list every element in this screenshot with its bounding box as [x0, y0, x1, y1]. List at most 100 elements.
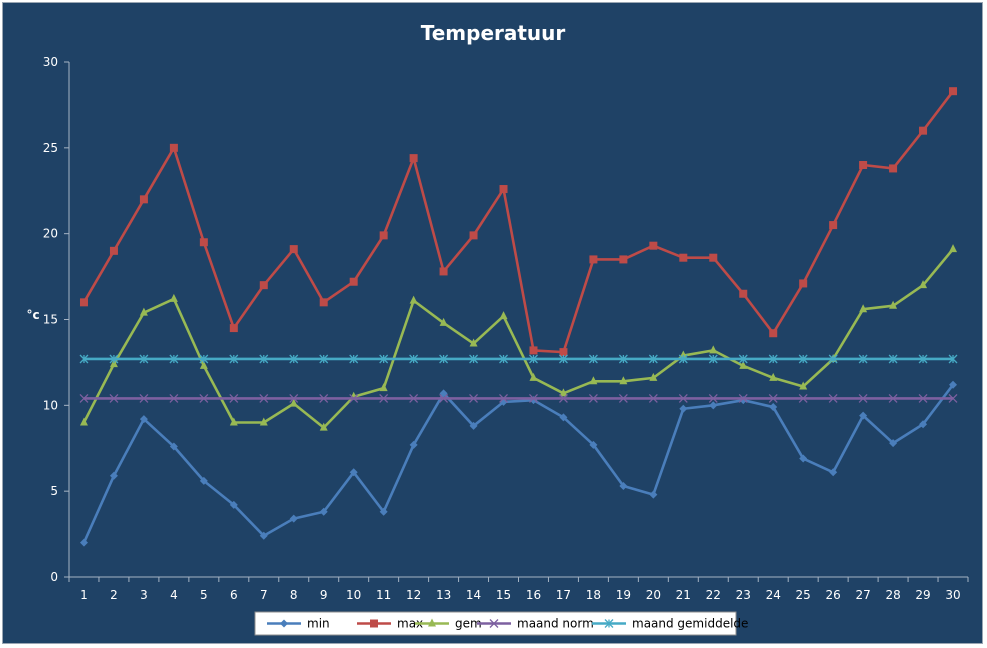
- series-layer: [79, 87, 958, 547]
- x-tick-label: 23: [736, 588, 751, 602]
- data-point-max: [919, 126, 928, 135]
- series-min: [79, 380, 958, 547]
- data-point-maand-norm: [708, 394, 718, 403]
- legend-entry-gem: gem: [415, 617, 482, 631]
- data-point-maand-norm: [439, 394, 449, 403]
- series-maand-norm: [79, 394, 958, 403]
- x-tick-label: 9: [320, 588, 328, 602]
- data-point-maand-gemiddelde: [319, 354, 329, 364]
- x-tick-label: 24: [766, 588, 781, 602]
- data-point-maand-gemiddelde: [499, 354, 508, 364]
- data-point-max: [229, 324, 238, 333]
- x-tick-label: 3: [140, 588, 148, 602]
- data-point-max: [589, 255, 598, 264]
- legend-label-maand-norm: maand norm: [517, 617, 594, 631]
- data-point-gem: [919, 280, 928, 289]
- legend: min max gem maand norm maand gemiddelde: [254, 611, 748, 636]
- data-point-gem: [139, 307, 148, 316]
- data-point-maand-norm: [858, 394, 868, 403]
- data-point-maand-norm: [888, 394, 898, 403]
- data-point-maand-gemiddelde: [409, 354, 419, 364]
- data-point-gem: [199, 360, 208, 369]
- y-tick-label: 20: [43, 227, 58, 241]
- data-point-min: [109, 471, 118, 480]
- y-tick-label: 10: [43, 398, 58, 412]
- data-point-maand-gemiddelde: [798, 354, 808, 364]
- data-point-maand-norm: [648, 394, 658, 403]
- data-point-max: [829, 221, 838, 230]
- x-tick-label: 7: [260, 588, 268, 602]
- legend-label-max: max: [397, 617, 423, 631]
- data-point-min: [829, 468, 838, 477]
- data-point-maand-norm: [289, 394, 299, 403]
- data-point-max: [409, 154, 418, 163]
- data-point-maand-gemiddelde: [169, 354, 179, 364]
- data-point-gem: [949, 244, 958, 253]
- data-point-max: [199, 238, 208, 247]
- data-point-maand-norm: [918, 394, 928, 403]
- data-point-max: [109, 246, 118, 255]
- x-tick-label: 10: [346, 588, 361, 602]
- data-point-maand-gemiddelde: [199, 354, 209, 364]
- data-point-min: [769, 403, 778, 412]
- data-point-min: [169, 442, 178, 451]
- data-point-maand-norm: [409, 394, 419, 403]
- data-point-gem: [259, 417, 268, 426]
- data-point-max: [649, 241, 658, 250]
- data-point-maand-gemiddelde: [379, 354, 389, 364]
- data-point-maand-gemiddelde: [529, 354, 538, 364]
- data-point-max: [709, 253, 718, 262]
- data-point-min: [889, 439, 898, 448]
- data-point-max: [79, 298, 88, 307]
- data-point-min: [589, 440, 598, 449]
- data-point-maand-norm: [588, 394, 598, 403]
- data-point-maand-gemiddelde: [828, 354, 838, 364]
- x-tick-label: 27: [855, 588, 870, 602]
- data-point-gem: [739, 360, 748, 369]
- data-point-maand-norm: [738, 394, 748, 403]
- data-point-gem: [619, 376, 628, 385]
- data-point-min: [379, 507, 388, 516]
- x-tick-label: 20: [646, 588, 661, 602]
- x-tick-label: 14: [466, 588, 481, 602]
- series-maand-gemiddelde: [79, 354, 958, 364]
- data-point-maand-norm: [618, 394, 628, 403]
- data-point-maand-norm: [768, 394, 778, 403]
- data-point-maand-gemiddelde: [349, 354, 359, 364]
- data-point-maand-norm: [798, 394, 808, 403]
- data-point-min: [709, 401, 718, 410]
- x-tick-label: 15: [496, 588, 511, 602]
- y-axis-label: °c: [26, 308, 39, 322]
- data-point-min: [319, 507, 328, 516]
- data-point-max: [169, 143, 178, 152]
- data-point-maand-norm: [139, 394, 149, 403]
- x-tick-label: 28: [885, 588, 900, 602]
- data-point-gem: [109, 359, 118, 368]
- x-tick-label: 19: [616, 588, 631, 602]
- x-tick-label: 18: [586, 588, 601, 602]
- data-point-gem: [229, 417, 238, 426]
- x-tick-label: 12: [406, 588, 421, 602]
- data-point-gem: [799, 381, 808, 390]
- data-point-max: [289, 245, 298, 254]
- data-point-max: [439, 267, 448, 276]
- data-point-maand-gemiddelde: [648, 354, 658, 364]
- legend-entry-max: max: [357, 617, 423, 631]
- legend-label-maand-gemiddelde: maand gemiddelde: [632, 617, 748, 631]
- x-tick-label: 2: [110, 588, 118, 602]
- legend-entry-maand-norm: maand norm: [477, 617, 594, 631]
- data-point-min: [349, 468, 358, 477]
- data-point-min: [919, 420, 928, 429]
- data-point-max: [319, 298, 328, 307]
- data-point-maand-norm: [558, 394, 568, 403]
- data-point-gem: [559, 388, 568, 397]
- data-point-gem: [379, 383, 388, 392]
- x-tick-label: 8: [290, 588, 298, 602]
- data-point-maand-gemiddelde: [738, 354, 748, 364]
- legend-entry-min: min: [267, 617, 330, 631]
- data-point-max: [379, 231, 388, 240]
- x-tick-label: 22: [706, 588, 721, 602]
- data-point-max: [349, 277, 358, 286]
- data-point-min: [859, 411, 868, 420]
